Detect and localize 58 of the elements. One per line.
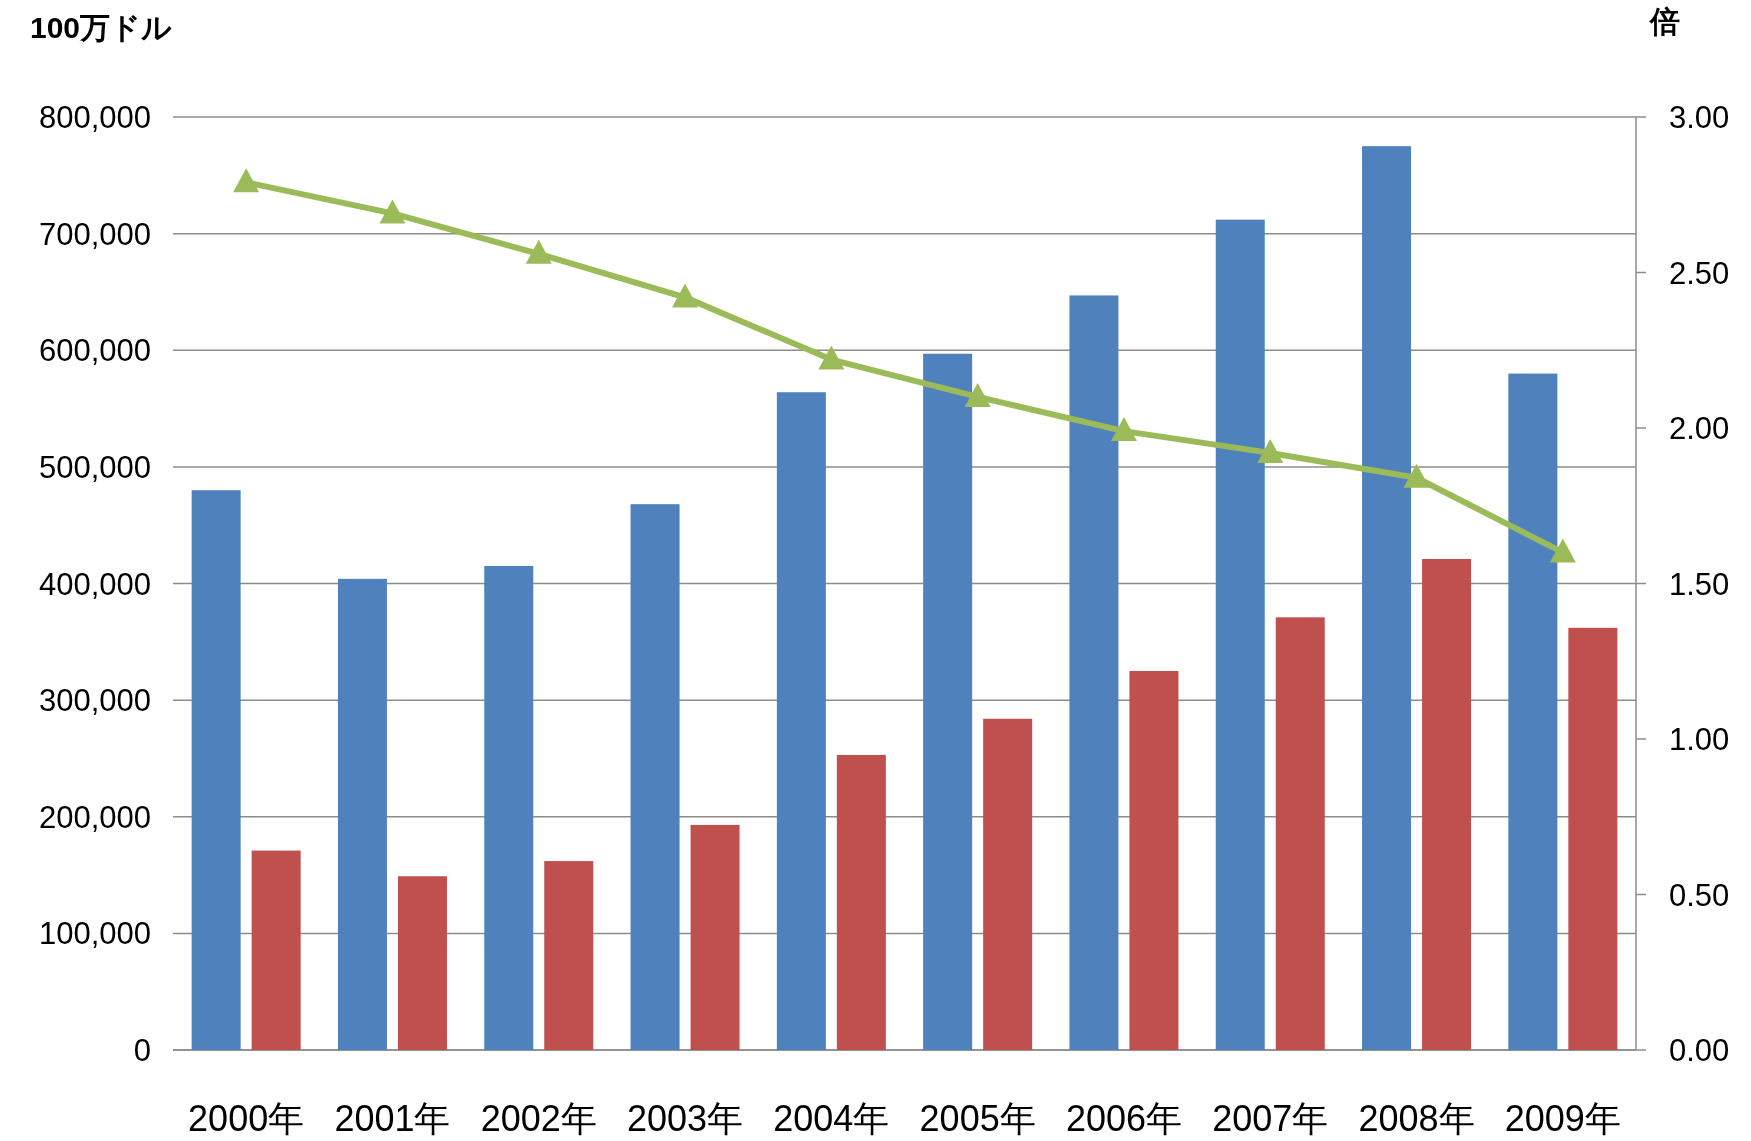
y2-tick-label: 3.00 <box>1669 100 1730 135</box>
bar <box>1275 617 1325 1050</box>
bar <box>1215 219 1265 1050</box>
x-tick-label: 2009年 <box>1504 1098 1621 1139</box>
bar <box>1129 670 1179 1050</box>
point <box>672 283 699 308</box>
y2-tick-label: 0.50 <box>1669 877 1730 913</box>
bar <box>1568 627 1618 1050</box>
bar <box>836 754 886 1050</box>
y2-tick-label: 1.00 <box>1669 722 1730 757</box>
y2-tick-label: 0.00 <box>1669 1033 1730 1068</box>
y-tick-label: 0 <box>133 1033 151 1068</box>
x-tick-label: 2008年 <box>1358 1098 1475 1139</box>
y-tick-label: 600,000 <box>38 333 151 369</box>
point <box>233 168 260 193</box>
x-tick-label: 2007年 <box>1212 1098 1329 1139</box>
y2-tick-label: 2.00 <box>1669 411 1730 446</box>
y-tick-label: 200,000 <box>38 799 151 835</box>
bar <box>397 876 447 1050</box>
y-tick-label: 100,000 <box>38 916 151 952</box>
bar <box>191 490 241 1050</box>
bar <box>484 566 534 1050</box>
x-tick-label: 2003年 <box>627 1098 744 1139</box>
bar <box>1069 295 1119 1050</box>
point <box>964 382 991 407</box>
y-axis-title: 100万ドル <box>30 11 173 44</box>
point <box>1549 538 1576 563</box>
x-tick-label: 2001年 <box>334 1098 451 1139</box>
point <box>818 345 845 370</box>
x-tick-label: 2000年 <box>188 1098 305 1139</box>
y-tick-label: 800,000 <box>38 100 151 135</box>
bar <box>776 392 826 1050</box>
y-tick-label: 500,000 <box>38 449 151 485</box>
bar <box>337 578 387 1050</box>
x-tick-label: 2004年 <box>773 1098 890 1139</box>
bar <box>630 504 680 1050</box>
bar <box>251 850 301 1050</box>
bar <box>1508 373 1558 1050</box>
y2-tick-label: 1.50 <box>1669 566 1730 602</box>
point <box>1257 438 1284 463</box>
bar <box>690 824 740 1050</box>
point <box>379 199 406 224</box>
bar <box>983 718 1033 1050</box>
point <box>1403 463 1430 488</box>
point <box>1110 417 1137 442</box>
bar <box>544 861 594 1050</box>
y-tick-label: 400,000 <box>38 566 151 602</box>
y2-tick-label: 2.50 <box>1669 255 1730 291</box>
bar <box>1422 559 1472 1050</box>
bar <box>923 353 973 1050</box>
point <box>525 239 552 264</box>
y-tick-label: 700,000 <box>38 216 151 252</box>
x-tick-label: 2006年 <box>1065 1098 1182 1139</box>
x-tick-label: 2005年 <box>919 1098 1036 1139</box>
bar <box>1362 146 1412 1050</box>
x-tick-label: 2002年 <box>480 1098 597 1139</box>
y-tick-label: 300,000 <box>38 683 151 719</box>
y2-axis-title: 倍 <box>1649 5 1680 38</box>
